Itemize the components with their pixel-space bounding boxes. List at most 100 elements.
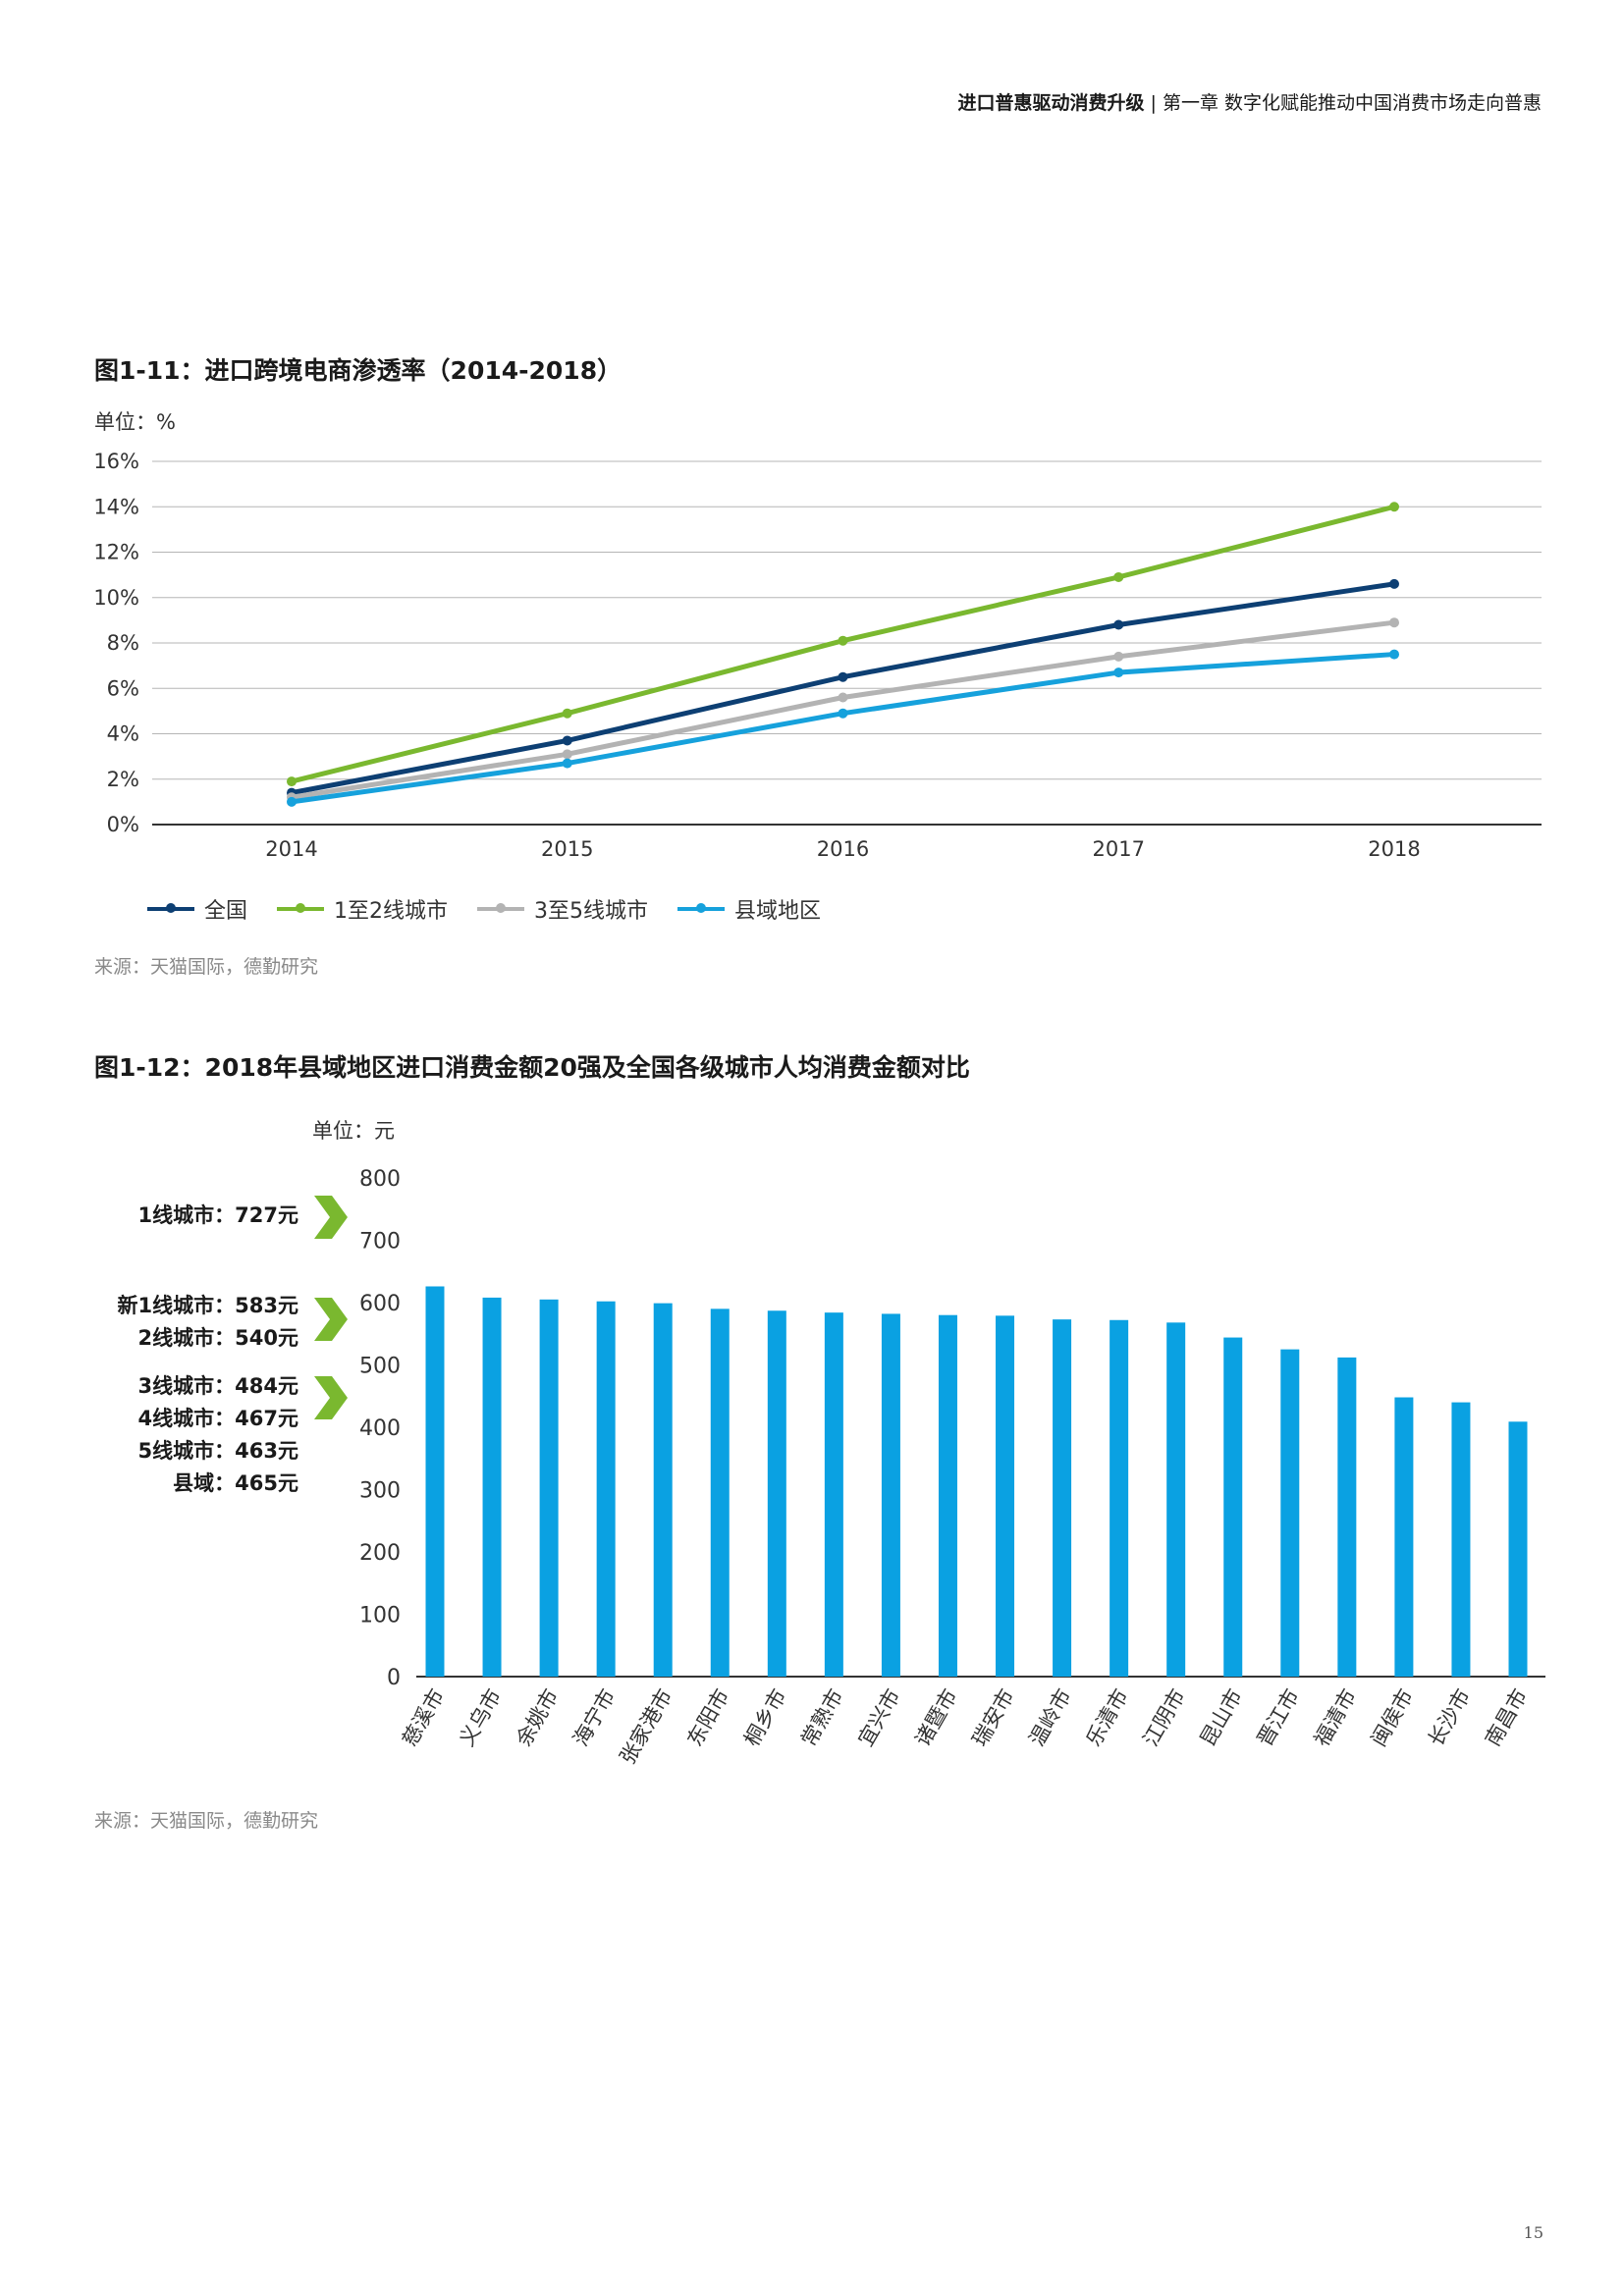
y-tick-label: 2%	[107, 768, 139, 791]
legend-item-national: 全国	[147, 893, 247, 925]
bar	[710, 1308, 730, 1677]
x-tick-label: 福清市	[1310, 1685, 1361, 1751]
x-tick-label: 2014	[265, 837, 317, 861]
y-tick-label: 700	[359, 1230, 401, 1255]
legend-swatch-county	[677, 903, 726, 913]
figure1-unit: 单位：%	[94, 410, 176, 434]
x-tick-label: 江阴市	[1139, 1685, 1190, 1751]
bar	[539, 1299, 559, 1677]
bar	[996, 1315, 1015, 1677]
legend-swatch-tier35	[477, 903, 525, 913]
bar	[1508, 1421, 1528, 1677]
x-tick-label: 宜兴市	[853, 1685, 904, 1751]
y-tick-label: 100	[359, 1604, 401, 1629]
data-point	[838, 635, 848, 646]
tier-label: 1线城市：727元	[137, 1203, 298, 1227]
y-tick-label: 10%	[93, 586, 139, 610]
y-tick-label: 800	[359, 1167, 401, 1192]
x-tick-label: 昆山市	[1196, 1685, 1247, 1751]
x-tick-label: 东阳市	[682, 1685, 733, 1751]
data-point	[838, 692, 848, 703]
data-point	[562, 735, 572, 746]
tier-label: 3线城市：484元	[137, 1374, 298, 1398]
chevron-right-icon	[314, 1298, 348, 1341]
bar	[1394, 1397, 1414, 1677]
bar-chart: 0 100 200 300 400 500 600 700 800 慈溪市 义乌市 余姚市 海宁市张家港…	[359, 1167, 1545, 1769]
data-point	[1389, 578, 1399, 589]
data-point	[562, 708, 572, 719]
data-point	[1389, 502, 1399, 512]
legend-label-tier35: 3至5线城市	[534, 899, 649, 924]
bar	[653, 1303, 673, 1677]
x-tick-label: 海宁市	[568, 1685, 620, 1751]
bar	[596, 1301, 616, 1677]
figure2-title: 图1-12：2018年县域地区进口消费金额20强及全国各级城市人均消费金额对比	[94, 1053, 970, 1082]
legend-swatch-national	[147, 903, 194, 913]
tier-label: 县域：465元	[173, 1471, 298, 1495]
y-tick-label: 14%	[93, 495, 139, 518]
y-tick-label: 12%	[93, 541, 139, 564]
bar	[1053, 1319, 1072, 1677]
x-tick-label: 长沙市	[1424, 1685, 1475, 1751]
x-tick-label: 南昌市	[1481, 1685, 1532, 1751]
figure2-unit: 单位：元	[312, 1119, 395, 1143]
x-tick-label: 诸暨市	[911, 1685, 962, 1751]
legend-item-tier12: 1至2线城市	[277, 893, 448, 925]
data-point	[1113, 667, 1124, 678]
y-tick-label: 300	[359, 1479, 401, 1504]
x-tick-label: 义乌市	[455, 1685, 506, 1751]
page-header: 进口普惠驱动消费升级 | 第一章 数字化赋能推动中国消费市场走向普惠	[958, 88, 1542, 115]
data-point	[287, 796, 297, 807]
data-point	[1389, 649, 1399, 660]
legend-swatch-tier12	[277, 903, 325, 913]
figure1-title: 图1-11：进口跨境电商渗透率（2014-2018）	[94, 356, 623, 385]
x-tick-label: 常熟市	[796, 1685, 847, 1751]
bar	[482, 1297, 502, 1677]
header-separator: |	[1150, 92, 1157, 114]
y-tick-label: 0%	[107, 813, 139, 836]
bar	[824, 1312, 843, 1677]
bar	[881, 1313, 900, 1677]
data-point	[1389, 617, 1399, 628]
bar	[767, 1310, 786, 1677]
header-chapter-title: 第一章 数字化赋能推动中国消费市场走向普惠	[1162, 92, 1542, 114]
y-tick-label: 6%	[107, 676, 139, 700]
x-tick-label: 张家港市	[616, 1685, 677, 1769]
bar	[425, 1286, 445, 1677]
legend-label-county: 县域地区	[734, 899, 822, 924]
x-tick-label: 温岭市	[1025, 1685, 1076, 1751]
y-tick-label: 200	[359, 1541, 401, 1566]
x-tick-label: 闽侯市	[1367, 1685, 1418, 1751]
x-tick-label: 乐清市	[1082, 1685, 1133, 1751]
x-tick-label: 慈溪市	[398, 1685, 449, 1751]
line-chart-legend: 全国 1至2线城市 3至5线城市 县域地区	[147, 893, 821, 925]
y-tick-label: 8%	[107, 631, 139, 655]
tier-label: 2线城市：540元	[137, 1326, 298, 1350]
data-point	[562, 758, 572, 769]
bar	[938, 1314, 957, 1677]
x-tick-label: 2016	[817, 837, 869, 861]
y-tick-label: 4%	[107, 722, 139, 746]
bar	[1280, 1349, 1300, 1677]
y-tick-label: 400	[359, 1416, 401, 1441]
header-report-title: 进口普惠驱动消费升级	[957, 92, 1145, 114]
x-tick-label: 2017	[1093, 837, 1145, 861]
page-number: 15	[1523, 2223, 1543, 2242]
bar	[1451, 1402, 1471, 1677]
x-tick-label: 2018	[1368, 837, 1420, 861]
data-point	[1113, 651, 1124, 662]
y-tick-label: 600	[359, 1292, 401, 1316]
figure2-source: 来源：天猫国际，德勤研究	[94, 1810, 319, 1832]
y-tick-label: 500	[359, 1355, 401, 1379]
x-tick-label: 瑞安市	[968, 1685, 1019, 1751]
x-tick-label: 晋江市	[1253, 1685, 1304, 1751]
data-point	[1113, 619, 1124, 630]
y-tick-label: 0	[387, 1666, 401, 1690]
chevron-right-icon	[314, 1376, 348, 1419]
x-tick-label: 2015	[541, 837, 593, 861]
legend-item-county: 县域地区	[677, 893, 821, 925]
x-tick-label: 余姚市	[512, 1685, 563, 1751]
bar	[1166, 1322, 1186, 1677]
data-point	[1113, 571, 1124, 582]
data-point	[562, 749, 572, 760]
